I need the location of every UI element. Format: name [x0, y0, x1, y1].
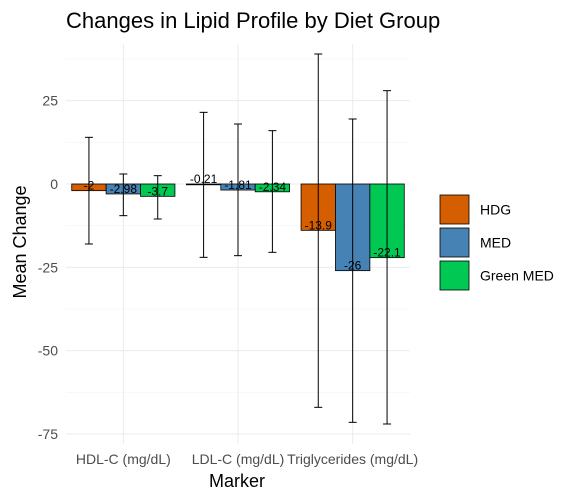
error-bars — [84, 53, 392, 425]
data-labels: -2 -2.98 -3.7 -0.21 -1.81 -2.34 -13.9 -26 -22.1 — [84, 172, 401, 273]
legend-key — [439, 194, 470, 225]
legend-label: HDG — [480, 202, 511, 218]
data-label: -13.9 — [305, 218, 333, 232]
data-label: -22.1 — [373, 246, 401, 260]
legend-key — [439, 260, 470, 291]
legend-key — [439, 227, 470, 258]
legend: HDG MED Green MED — [439, 194, 554, 291]
data-label: -0.21 — [190, 172, 218, 186]
data-label: -2 — [84, 179, 95, 193]
data-label: -2.34 — [259, 180, 287, 194]
y-axis-title: Mean Change — [10, 185, 30, 298]
y-axis-ticks: -75 -50 -25 0 25 — [38, 93, 58, 442]
chart-title: Changes in Lipid Profile by Diet Group — [66, 8, 440, 33]
x-tick-label: HDL-C (mg/dL) — [76, 451, 171, 467]
data-label: -1.81 — [224, 178, 252, 192]
y-tick-label: -75 — [38, 426, 58, 442]
y-tick-label: 0 — [50, 176, 58, 192]
legend-label: Green MED — [480, 268, 554, 284]
y-tick-label: 25 — [42, 93, 58, 109]
data-label: -3.7 — [147, 184, 168, 198]
data-label: -26 — [344, 259, 362, 273]
data-label: -2.98 — [110, 182, 138, 196]
x-tick-label: LDL-C (mg/dL) — [192, 451, 285, 467]
x-axis-title: Marker — [209, 471, 265, 491]
x-tick-label: Triglycerides (mg/dL) — [287, 451, 418, 467]
legend-label: MED — [480, 235, 511, 251]
x-axis-ticks: HDL-C (mg/dL) LDL-C (mg/dL) Triglycerides … — [76, 451, 418, 467]
y-tick-label: -50 — [38, 343, 58, 359]
y-tick-label: -25 — [38, 259, 58, 275]
